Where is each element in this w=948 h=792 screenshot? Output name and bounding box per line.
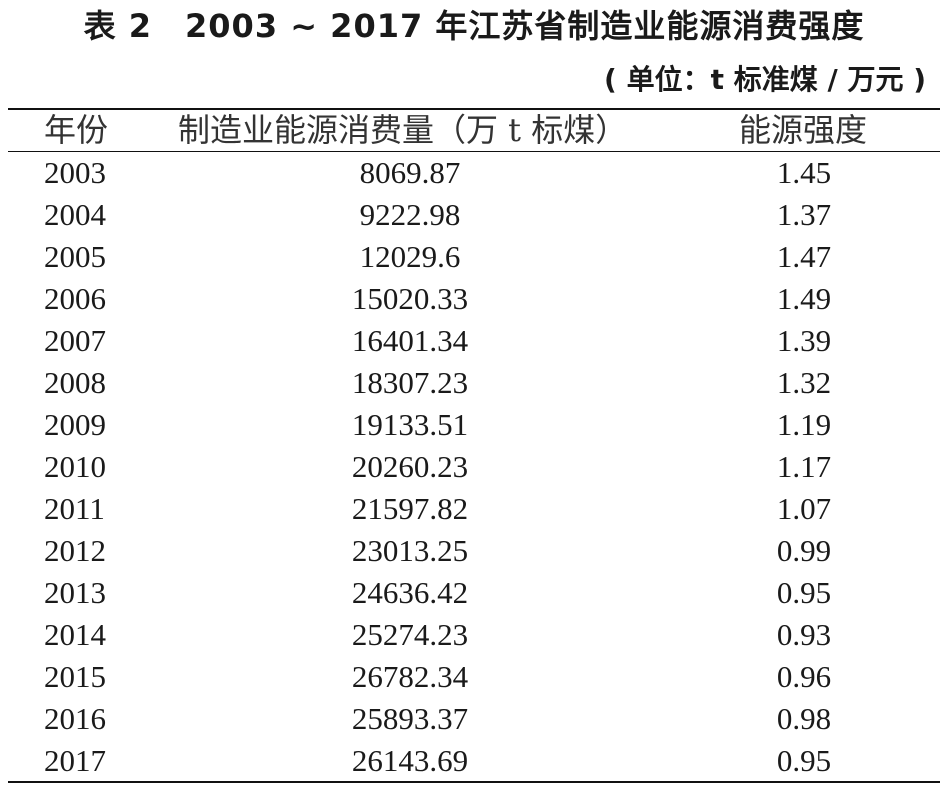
cell-consumption: 9222.98 — [359, 197, 461, 232]
cell-intensity: 0.95 — [776, 575, 832, 610]
header-year: 年份 — [44, 111, 109, 149]
cell-consumption: 19133.51 — [351, 407, 469, 442]
cell-consumption: 25893.37 — [351, 701, 469, 736]
cell-intensity: 1.19 — [776, 407, 832, 442]
bottom-rule — [8, 781, 940, 783]
table-row: 2010 20260.23 1.17 — [8, 446, 940, 488]
cell-consumption: 25274.23 — [351, 617, 469, 652]
header-rule — [8, 151, 940, 152]
table-row: 2009 19133.51 1.19 — [8, 404, 940, 446]
cell-consumption: 15020.33 — [351, 281, 469, 316]
cell-year: 2015 — [44, 659, 106, 694]
table-row: 2014 25274.23 0.93 — [8, 614, 940, 656]
cell-year: 2006 — [44, 281, 106, 316]
cell-consumption: 18307.23 — [351, 365, 469, 400]
table-header: 年份 制造业能源消费量（万 t 标煤） 能源强度 — [8, 110, 940, 150]
top-rule — [8, 108, 940, 110]
cell-intensity: 1.45 — [776, 155, 832, 190]
cell-year: 2007 — [44, 323, 106, 358]
cell-year: 2008 — [44, 365, 106, 400]
cell-intensity: 0.98 — [776, 701, 832, 736]
cell-intensity: 1.17 — [776, 449, 832, 484]
cell-intensity: 0.93 — [776, 617, 832, 652]
unit-label: ( 单位：t 标准煤 / 万元 ) — [604, 63, 926, 96]
cell-consumption: 23013.25 — [351, 533, 469, 568]
cell-year: 2016 — [44, 701, 106, 736]
cell-year: 2017 — [44, 743, 106, 778]
table-row: 2007 16401.34 1.39 — [8, 320, 940, 362]
cell-year: 2011 — [44, 491, 105, 526]
cell-year: 2003 — [44, 155, 106, 190]
cell-year: 2014 — [44, 617, 106, 652]
cell-intensity: 1.07 — [776, 491, 832, 526]
cell-intensity: 0.95 — [776, 743, 832, 778]
cell-year: 2005 — [44, 239, 106, 274]
cell-intensity: 1.49 — [776, 281, 832, 316]
table-title: 表 2 2003 ~ 2017 年江苏省制造业能源消费强度 — [83, 7, 865, 45]
cell-year: 2012 — [44, 533, 106, 568]
cell-consumption: 21597.82 — [351, 491, 469, 526]
table-row: 2016 25893.37 0.98 — [8, 698, 940, 740]
cell-intensity: 1.32 — [776, 365, 832, 400]
cell-year: 2004 — [44, 197, 106, 232]
cell-consumption: 26782.34 — [351, 659, 469, 694]
table-row: 2005 12029.6 1.47 — [8, 236, 940, 278]
table-row: 2013 24636.42 0.95 — [8, 572, 940, 614]
cell-consumption: 8069.87 — [359, 155, 461, 190]
cell-year: 2009 — [44, 407, 106, 442]
cell-consumption: 12029.6 — [359, 239, 461, 274]
header-intensity: 能源强度 — [739, 111, 868, 149]
cell-intensity: 0.96 — [776, 659, 832, 694]
cell-year: 2013 — [44, 575, 106, 610]
cell-intensity: 1.37 — [776, 197, 832, 232]
table-row: 2017 26143.69 0.95 — [8, 740, 940, 782]
table-row: 2008 18307.23 1.32 — [8, 362, 940, 404]
cell-consumption: 26143.69 — [351, 743, 469, 778]
table-row: 2006 15020.33 1.49 — [8, 278, 940, 320]
table-row: 2003 8069.87 1.45 — [8, 152, 940, 194]
table-row: 2011 21597.82 1.07 — [8, 488, 940, 530]
cell-intensity: 1.39 — [776, 323, 832, 358]
table-row: 2012 23013.25 0.99 — [8, 530, 940, 572]
cell-consumption: 16401.34 — [351, 323, 469, 358]
table-row: 2015 26782.34 0.96 — [8, 656, 940, 698]
cell-year: 2010 — [44, 449, 106, 484]
cell-intensity: 1.47 — [776, 239, 832, 274]
cell-consumption: 20260.23 — [351, 449, 469, 484]
header-consumption: 制造业能源消费量（万 t 标煤） — [178, 111, 628, 149]
table-row: 2004 9222.98 1.37 — [8, 194, 940, 236]
cell-intensity: 0.99 — [776, 533, 832, 568]
cell-consumption: 24636.42 — [351, 575, 469, 610]
table-body: 2003 8069.87 1.45 2004 9222.98 1.37 2005… — [8, 152, 940, 782]
